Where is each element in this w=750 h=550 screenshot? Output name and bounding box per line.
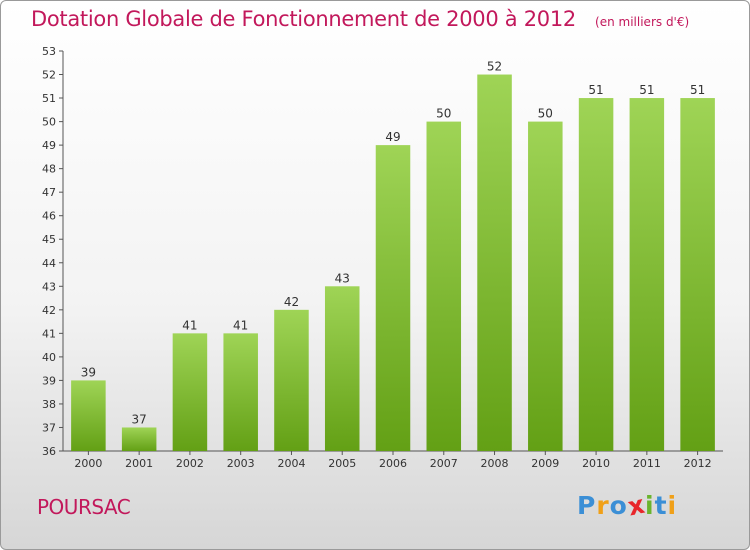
x-tick-label: 2007 <box>430 457 458 470</box>
bar-2002 <box>172 333 208 451</box>
x-tick-label: 2002 <box>176 457 204 470</box>
y-tick-label: 45 <box>42 233 56 246</box>
value-label: 50 <box>436 107 451 121</box>
x-tick-label: 2004 <box>277 457 305 470</box>
value-label: 41 <box>233 318 248 332</box>
value-label: 50 <box>538 107 553 121</box>
value-label: 37 <box>132 412 147 426</box>
bar-2007 <box>426 121 462 452</box>
x-tick-label: 2008 <box>481 457 509 470</box>
title-row: Dotation Globale de Fonctionnement de 20… <box>31 7 689 31</box>
proxiti-logo[interactable]: Proxiti <box>577 490 678 522</box>
x-tick-label: 2000 <box>74 457 102 470</box>
value-label: 39 <box>81 365 96 379</box>
bar-2001 <box>121 427 157 451</box>
logo-letter: i <box>667 491 678 520</box>
y-tick-label: 43 <box>42 280 56 293</box>
x-tick-label: 2005 <box>328 457 356 470</box>
y-tick-label: 40 <box>42 351 56 364</box>
bar-2006 <box>375 145 411 451</box>
bar-2008 <box>477 74 512 451</box>
bar-2009 <box>528 121 563 452</box>
bar-2010 <box>578 98 614 451</box>
bar-2004 <box>274 309 309 451</box>
y-tick-label: 41 <box>42 327 56 340</box>
value-label: 42 <box>284 295 299 309</box>
value-label: 51 <box>588 83 603 97</box>
bar-2011 <box>629 98 665 451</box>
x-tick-label: 2010 <box>582 457 610 470</box>
value-label: 52 <box>487 60 502 74</box>
value-label: 51 <box>639 83 654 97</box>
value-label: 49 <box>385 130 400 144</box>
x-tick-label: 2003 <box>227 457 255 470</box>
x-tick-label: 2012 <box>684 457 712 470</box>
bar-2012 <box>680 98 715 451</box>
logo-letter: o <box>609 491 628 520</box>
y-tick-label: 47 <box>42 186 56 199</box>
y-tick-label: 48 <box>42 163 56 176</box>
y-tick-label: 42 <box>42 304 56 317</box>
y-tick-label: 44 <box>42 257 56 270</box>
axis-layer: 36 37 38 39 40 41 42 43 44 45 46 47 48 49 50 51 52 53 <box>42 45 723 458</box>
value-label: 41 <box>182 318 197 332</box>
y-tick-label: 37 <box>42 421 56 434</box>
y-tick-label: 49 <box>42 139 56 152</box>
y-tick-label: 50 <box>42 116 56 129</box>
bar-layer <box>71 74 715 452</box>
logo-letter: r <box>596 491 610 520</box>
y-tick-label: 36 <box>42 445 56 458</box>
value-label: 43 <box>335 271 350 285</box>
chart-title: Dotation Globale de Fonctionnement de 20… <box>31 7 576 31</box>
chart-unit: (en milliers d'€) <box>595 15 690 29</box>
x-tick-label: 2009 <box>531 457 559 470</box>
logo-letter: i <box>645 491 655 520</box>
y-tick-label: 46 <box>42 210 56 223</box>
logo-letter: t <box>654 491 668 520</box>
logo-letter: P <box>577 491 597 520</box>
bar-2003 <box>223 333 258 451</box>
label-layer: 39 2000 37 2001 41 2002 41 2003 42 2004 43 2005 49 20… <box>74 60 711 470</box>
commune-name: POURSAC <box>37 495 131 519</box>
x-tick-label: 2011 <box>633 457 661 470</box>
y-tick-label: 51 <box>42 92 56 105</box>
value-label: 51 <box>690 83 705 97</box>
bar-2005 <box>324 286 360 451</box>
y-tick-label: 39 <box>42 374 56 387</box>
y-tick-label: 52 <box>42 69 56 82</box>
y-tick-label: 53 <box>42 45 56 58</box>
bar-2000 <box>71 380 106 451</box>
x-tick-label: 2006 <box>379 457 407 470</box>
x-tick-label: 2001 <box>125 457 153 470</box>
y-tick-label: 38 <box>42 398 56 411</box>
